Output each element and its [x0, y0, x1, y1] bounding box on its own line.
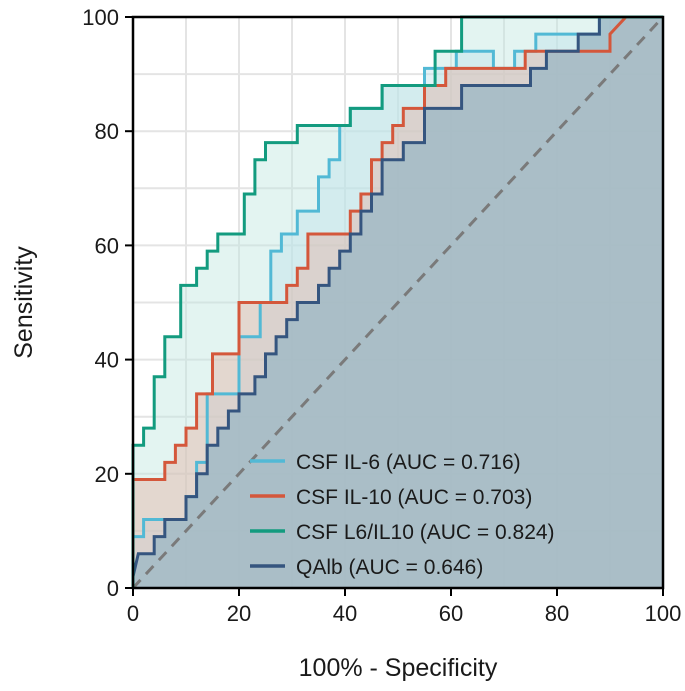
- y-tick-label-80: 80: [95, 119, 119, 144]
- y-tick-label-20: 20: [95, 462, 119, 487]
- chance-line: [131, 15, 665, 590]
- legend-label-qalb: QAlb (AUC = 0.646): [296, 556, 483, 579]
- y-axis-label: Sensitivity: [10, 246, 38, 359]
- y-tick-label-100: 100: [82, 5, 119, 30]
- x-tick-label-80: 80: [545, 601, 569, 626]
- x-axis-label: 100% - Specificity: [299, 654, 498, 682]
- x-tick-label-40: 40: [333, 601, 357, 626]
- legend: CSF IL-6 (AUC = 0.716) CSF IL-10 (AUC = 0…: [250, 451, 555, 579]
- legend-label-csf-il-6: CSF IL-6 (AUC = 0.716): [296, 451, 521, 474]
- x-axis-ticks: 0 20 40 60 80 100: [127, 588, 681, 626]
- roc-line-qalb: [131, 15, 663, 588]
- roc-line-csf-l6-il10: [131, 15, 663, 588]
- x-tick-label-100: 100: [645, 601, 682, 626]
- reference-diagonal: [131, 15, 665, 590]
- y-tick-label-40: 40: [95, 348, 119, 373]
- legend-label-csf-l6-il10: CSF L6/IL10 (AUC = 0.824): [296, 521, 555, 544]
- plot-frame: [131, 15, 665, 590]
- legend-label-csf-il-10: CSF IL-10 (AUC = 0.703): [296, 486, 532, 509]
- x-tick-label-60: 60: [439, 601, 463, 626]
- y-axis-ticks: 0 20 40 60 80 100: [82, 5, 133, 601]
- roc-lines: [131, 15, 663, 588]
- x-tick-label-0: 0: [127, 601, 139, 626]
- y-tick-label-60: 60: [95, 233, 119, 258]
- x-tick-label-20: 20: [227, 601, 251, 626]
- roc-line-csf-il-10: [131, 15, 663, 588]
- y-tick-label-0: 0: [107, 576, 119, 601]
- roc-line-csf-il-6: [131, 15, 663, 588]
